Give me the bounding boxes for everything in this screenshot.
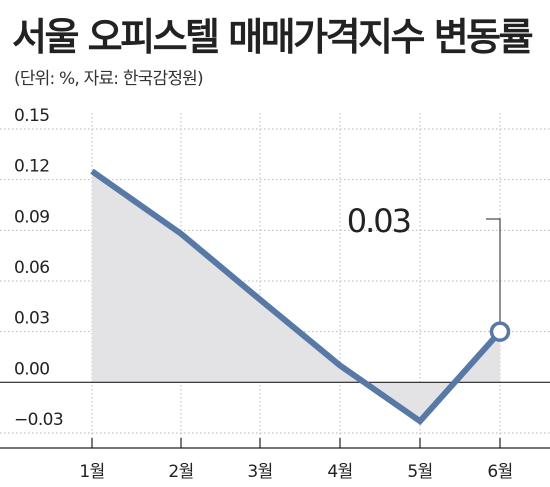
x-tick-label: 2월 xyxy=(168,462,193,482)
callout-leader-line xyxy=(486,218,501,322)
grid-layer xyxy=(0,113,550,448)
y-tick-label: 0.15 xyxy=(14,106,49,126)
axis-layer xyxy=(0,381,550,449)
area-layer xyxy=(92,171,500,422)
data-point-marker xyxy=(489,321,511,342)
line-layer xyxy=(90,168,511,426)
x-tick-label: 6월 xyxy=(487,462,512,482)
chart-subtitle: (단위: %, 자료: 한국감정원) xyxy=(14,69,204,89)
y-tick-label: 0.00 xyxy=(14,359,49,379)
y-tick-label: 0.12 xyxy=(14,157,49,177)
area-fill xyxy=(92,171,500,422)
x-tick-label: 1월 xyxy=(79,462,104,482)
chart-title: 서울 오피스텔 매매가격지수 변동률 xyxy=(12,15,534,59)
y-tick-label: 0.03 xyxy=(14,309,49,329)
y-tick-label: 0.06 xyxy=(14,258,49,278)
x-tick-label: 3월 xyxy=(247,462,272,482)
callout-label: 0.03 xyxy=(347,202,410,240)
label-layer: 0.15 0.12 0.09 0.06 0.03 0.00 −0.03 1월 2월 3월 4월 5월 6… xyxy=(14,106,513,482)
series-line xyxy=(90,168,503,426)
y-tick-label: 0.09 xyxy=(14,207,49,227)
x-tick-label: 5월 xyxy=(407,462,432,482)
x-tick-label: 4월 xyxy=(327,462,352,482)
y-tick-label: −0.03 xyxy=(14,410,63,430)
